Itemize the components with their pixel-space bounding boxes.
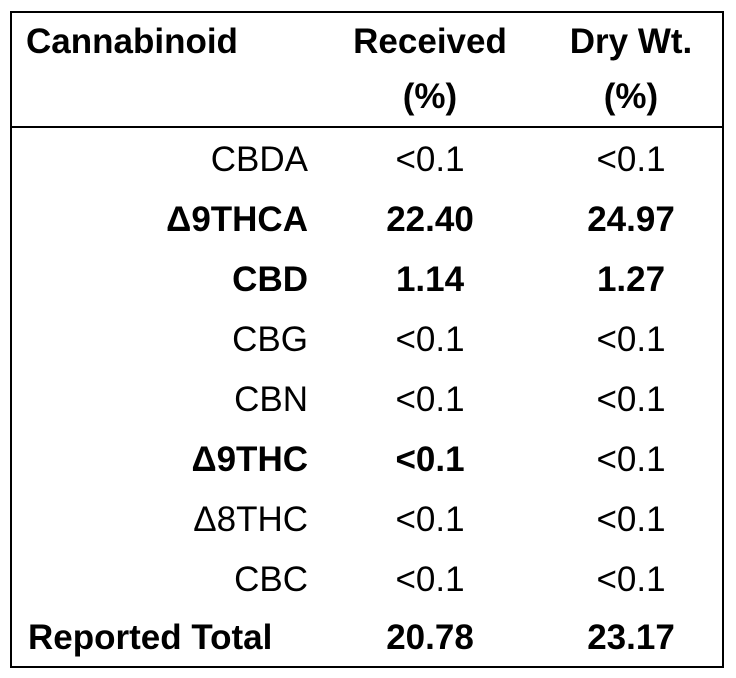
table-row-d8thc: Δ8THC <0.1 <0.1 [12,490,722,550]
table-frame [10,11,724,668]
table-row-cbg: CBG <0.1 <0.1 [12,310,722,370]
table-row-cbc: CBC <0.1 <0.1 [12,550,722,610]
cell-dry-weight: 1.27 [596,260,666,299]
header-received-line2: (%) [402,77,458,116]
cell-received: <0.1 [395,500,465,539]
table-row-reported-total: Reported Total 20.78 23.17 [12,608,722,668]
cell-received: 20.78 [386,618,474,657]
cell-dry-weight: <0.1 [596,380,666,419]
header-dry-line1: Dry Wt. [569,22,693,61]
table-row-d9thca: Δ9THCA 22.40 24.97 [12,190,722,250]
cell-dry-weight: <0.1 [596,500,666,539]
cell-cannabinoid: CBG [232,320,308,359]
cell-cannabinoid: Reported Total [28,618,273,657]
header-dry-line2: (%) [603,77,659,116]
cell-dry-weight: <0.1 [596,440,666,479]
cell-received: <0.1 [395,380,465,419]
cell-cannabinoid: CBD [232,260,308,299]
cell-cannabinoid: Δ9THCA [166,200,308,239]
header-cannabinoid: Cannabinoid [26,14,238,69]
cell-received: 22.40 [386,200,474,239]
header-received-line1: Received [353,22,507,61]
cell-received: <0.1 [395,560,465,599]
table-row-cbda: CBDA <0.1 <0.1 [12,130,722,190]
table-row-cbd: CBD 1.14 1.27 [12,250,722,310]
cell-received: <0.1 [395,320,465,359]
cell-cannabinoid: Δ8THC [193,500,308,539]
table-row-d9thc: Δ9THC <0.1 <0.1 [12,430,722,490]
header-divider [10,126,724,128]
cell-cannabinoid: CBDA [210,140,308,179]
header-cannabinoid-label: Cannabinoid [26,22,238,61]
header-received: Received (%) [340,14,520,124]
cell-dry-weight: 23.17 [587,618,675,657]
cell-dry-weight: <0.1 [596,320,666,359]
cell-received: <0.1 [395,140,465,179]
table-row-cbn: CBN <0.1 <0.1 [12,370,722,430]
cell-received: <0.1 [395,440,465,479]
cell-cannabinoid: CBN [234,380,308,419]
cell-cannabinoid: CBC [234,560,308,599]
cell-dry-weight: <0.1 [596,560,666,599]
cell-received: 1.14 [395,260,465,299]
cell-cannabinoid: Δ9THC [191,440,308,479]
cell-dry-weight: <0.1 [596,140,666,179]
cell-dry-weight: 24.97 [587,200,675,239]
header-dry-weight: Dry Wt. (%) [548,14,714,124]
